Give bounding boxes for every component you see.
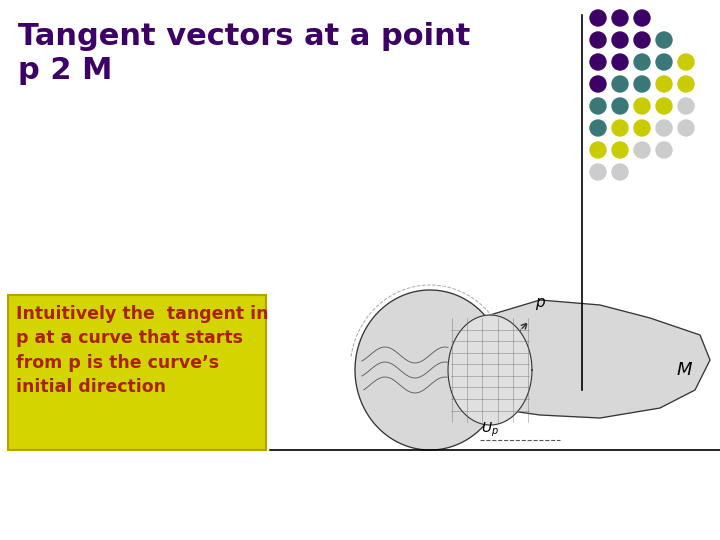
Circle shape — [612, 10, 628, 26]
Circle shape — [678, 98, 694, 114]
FancyBboxPatch shape — [8, 295, 266, 450]
Circle shape — [612, 142, 628, 158]
Circle shape — [612, 98, 628, 114]
Circle shape — [678, 54, 694, 70]
Text: Intuitively the  tangent in
p at a curve that starts
from p is the curve’s
initi: Intuitively the tangent in p at a curve … — [16, 305, 269, 396]
Circle shape — [634, 32, 650, 48]
Polygon shape — [470, 300, 710, 418]
Circle shape — [656, 54, 672, 70]
Circle shape — [678, 120, 694, 136]
Circle shape — [656, 120, 672, 136]
Text: $p$: $p$ — [535, 296, 546, 312]
Circle shape — [612, 120, 628, 136]
Circle shape — [590, 54, 606, 70]
Text: $M$: $M$ — [677, 361, 693, 379]
Circle shape — [590, 10, 606, 26]
Circle shape — [656, 98, 672, 114]
Text: Tangent vectors at a point
p 2 M: Tangent vectors at a point p 2 M — [18, 22, 470, 85]
Circle shape — [590, 76, 606, 92]
Circle shape — [612, 76, 628, 92]
Circle shape — [634, 54, 650, 70]
Circle shape — [590, 164, 606, 180]
Circle shape — [612, 164, 628, 180]
Polygon shape — [355, 290, 505, 450]
Circle shape — [634, 98, 650, 114]
Circle shape — [612, 54, 628, 70]
Circle shape — [678, 76, 694, 92]
Circle shape — [590, 32, 606, 48]
Circle shape — [656, 142, 672, 158]
Circle shape — [634, 120, 650, 136]
Circle shape — [590, 120, 606, 136]
Circle shape — [634, 10, 650, 26]
Polygon shape — [448, 315, 532, 425]
Circle shape — [612, 32, 628, 48]
Circle shape — [634, 142, 650, 158]
Circle shape — [634, 76, 650, 92]
Circle shape — [656, 76, 672, 92]
Text: $U_p$: $U_p$ — [481, 421, 499, 439]
Circle shape — [590, 142, 606, 158]
Circle shape — [590, 98, 606, 114]
Circle shape — [656, 32, 672, 48]
